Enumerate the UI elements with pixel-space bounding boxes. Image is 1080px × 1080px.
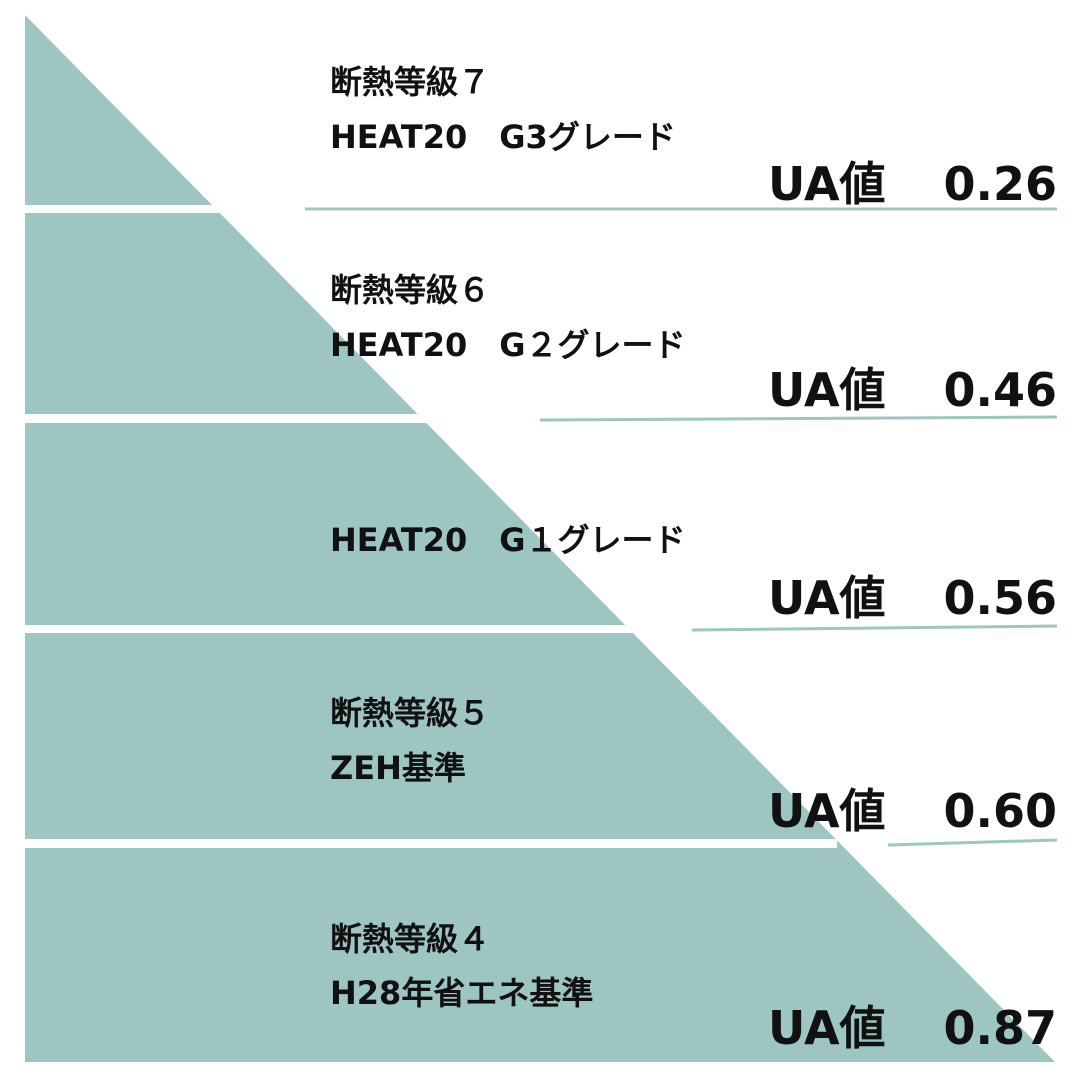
ua-value: 0.60 <box>944 784 1058 838</box>
separator <box>25 839 837 848</box>
ua-label: UA値 <box>768 1001 886 1055</box>
ua-label: UA値 <box>768 784 886 838</box>
separator <box>25 414 435 423</box>
ua-value: 0.46 <box>944 363 1058 417</box>
standard: HEAT20 G3グレード <box>330 118 676 156</box>
ua-value: 0.26 <box>944 157 1058 211</box>
underline <box>539 415 1058 422</box>
standard: ZEH基準 <box>330 749 466 787</box>
grade: 断熱等級６ <box>330 271 490 309</box>
ua-label: UA値 <box>768 157 886 211</box>
grade: 断熱等級７ <box>330 63 490 101</box>
tier-texts: 断熱等級７ HEAT20 G3グレード UA値 0.26 断熱等級６ HEAT20 G２グ… <box>330 63 1057 1055</box>
ua-label: UA値 <box>768 571 886 625</box>
underlines <box>305 207 1058 847</box>
standard: HEAT20 G２グレード <box>330 326 686 364</box>
ua-value: 0.56 <box>944 571 1058 625</box>
separator <box>25 625 645 633</box>
ua-value: 0.87 <box>944 1001 1058 1055</box>
underline <box>887 838 1058 847</box>
grade: 断熱等級５ <box>330 694 490 732</box>
ua-label: UA値 <box>768 363 886 417</box>
pyramid <box>25 15 1055 1062</box>
underline <box>691 624 1058 632</box>
separator <box>25 205 225 213</box>
grade: 断熱等級４ <box>330 920 490 958</box>
standard: H28年省エネ基準 <box>330 974 593 1012</box>
standard: HEAT20 G１グレード <box>330 521 686 559</box>
